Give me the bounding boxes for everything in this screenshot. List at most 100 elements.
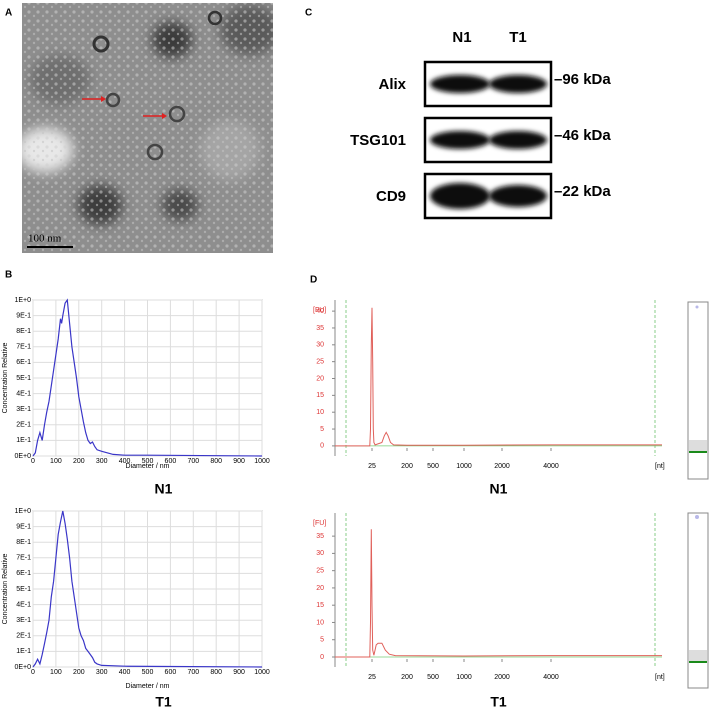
x-tick-label: 500 — [427, 463, 439, 470]
data-line — [335, 529, 662, 658]
x-tick-label: 2000 — [494, 463, 510, 470]
x-tick-label: 300 — [96, 669, 108, 676]
blot-band — [489, 131, 547, 149]
x-tick-label: 200 — [401, 674, 413, 681]
y-tick-label: 6E-1 — [16, 570, 31, 577]
y-axis-label: Concentration Relative — [2, 342, 9, 413]
x-tick-label: 200 — [73, 458, 85, 465]
y-tick-label: 10 — [316, 409, 324, 416]
x-tick-label: 4000 — [543, 674, 559, 681]
y-tick-label: 9E-1 — [16, 523, 31, 530]
y-tick-label: 1E-1 — [16, 437, 31, 444]
panel-label: A — [5, 8, 12, 19]
x-tick-label: 900 — [233, 458, 245, 465]
blot-sample: T1 — [509, 29, 527, 46]
chart-title: N1 — [155, 481, 173, 497]
gel-lane — [687, 301, 709, 689]
x-tick-label: 1000 — [254, 669, 270, 676]
x-tick-label: 1000 — [456, 463, 472, 470]
size-label: –22 kDa — [554, 183, 611, 200]
y-unit: [FU] — [313, 520, 326, 527]
y-tick-label: 1E+0 — [14, 508, 31, 515]
x-tick-label: 600 — [165, 669, 177, 676]
panel-label: C — [305, 8, 312, 19]
blot-sample: N1 — [452, 29, 471, 46]
blot-band — [430, 131, 490, 149]
y-tick-label: 4E-1 — [16, 390, 31, 397]
scale-bar-label: 100 nm — [28, 233, 62, 245]
y-tick-label: 5E-1 — [16, 375, 31, 382]
y-tick-label: 25 — [316, 568, 324, 575]
x-tick-label: 100 — [50, 458, 62, 465]
x-tick-label: 900 — [233, 669, 245, 676]
x-tick-label: 500 — [142, 458, 154, 465]
y-unit: [FU] — [313, 307, 326, 314]
y-tick-label: 0E+0 — [14, 664, 31, 671]
x-tick-label: 4000 — [543, 463, 559, 470]
x-tick-label: 100 — [50, 669, 62, 676]
y-tick-label: 15 — [316, 392, 324, 399]
x-tick-label: 2000 — [494, 674, 510, 681]
x-tick-label: 500 — [142, 669, 154, 676]
em-image — [22, 3, 273, 253]
size-label: –46 kDa — [554, 127, 611, 144]
y-tick-label: 1E+0 — [14, 297, 31, 304]
y-tick-label: 2E-1 — [16, 633, 31, 640]
y-tick-label: 0 — [320, 443, 324, 450]
x-tick-label: 0 — [31, 669, 35, 676]
y-tick-label: 2E-1 — [16, 422, 31, 429]
y-tick-label: 30 — [316, 550, 324, 557]
blot-band — [430, 75, 490, 93]
x-tick-label: 600 — [165, 458, 177, 465]
y-tick-label: 0E+0 — [14, 453, 31, 460]
y-tick-label: 9E-1 — [16, 312, 31, 319]
y-tick-label: 5E-1 — [16, 586, 31, 593]
blot-band — [489, 75, 547, 93]
protein-label: CD9 — [376, 188, 406, 205]
x-tick-label: 200 — [73, 669, 85, 676]
data-line — [32, 298, 263, 457]
chart-title: T1 — [490, 694, 507, 710]
data-line — [32, 510, 263, 668]
x-tick-label: 300 — [96, 458, 108, 465]
y-tick-label: 10 — [316, 619, 324, 626]
y-tick-label: 3E-1 — [16, 617, 31, 624]
chart-title: N1 — [490, 481, 508, 497]
y-tick-label: 20 — [316, 375, 324, 382]
x-tick-label: 500 — [427, 674, 439, 681]
x-tick-label: 800 — [210, 669, 222, 676]
x-unit: [nt] — [655, 674, 665, 681]
y-tick-label: 0 — [320, 654, 324, 661]
y-tick-label: 7E-1 — [16, 344, 31, 351]
y-tick-label: 30 — [316, 342, 324, 349]
y-axis-label: Concentration Relative — [2, 553, 9, 624]
protein-label: TSG101 — [350, 132, 406, 149]
y-tick-label: 3E-1 — [16, 406, 31, 413]
x-unit: [nt] — [655, 463, 665, 470]
y-tick-label: 4E-1 — [16, 601, 31, 608]
western-blot: Alix –96 kDa TSG101 –46 kDa CD9 –22 kDa — [350, 60, 611, 220]
x-tick-label: 1000 — [456, 674, 472, 681]
x-tick-label: 0 — [31, 458, 35, 465]
y-tick-label: 6E-1 — [16, 359, 31, 366]
x-tick-label: 25 — [368, 463, 376, 470]
y-tick-label: 8E-1 — [16, 328, 31, 335]
x-tick-label: 700 — [187, 458, 199, 465]
x-tick-label: 700 — [187, 669, 199, 676]
y-tick-label: 35 — [316, 325, 324, 332]
size-label: –96 kDa — [554, 71, 611, 88]
y-tick-label: 1E-1 — [16, 648, 31, 655]
data-line — [335, 307, 662, 447]
blot-band — [430, 183, 490, 209]
x-axis-label: Diameter / nm — [126, 463, 170, 470]
y-tick-label: 5 — [320, 637, 324, 644]
y-tick-label: 25 — [316, 359, 324, 366]
x-tick-label: 400 — [119, 458, 131, 465]
panel-label: D — [310, 275, 317, 286]
x-axis-label: Diameter / nm — [126, 683, 170, 690]
y-tick-label: 15 — [316, 602, 324, 609]
x-tick-label: 200 — [401, 463, 413, 470]
x-tick-label: 1000 — [254, 458, 270, 465]
